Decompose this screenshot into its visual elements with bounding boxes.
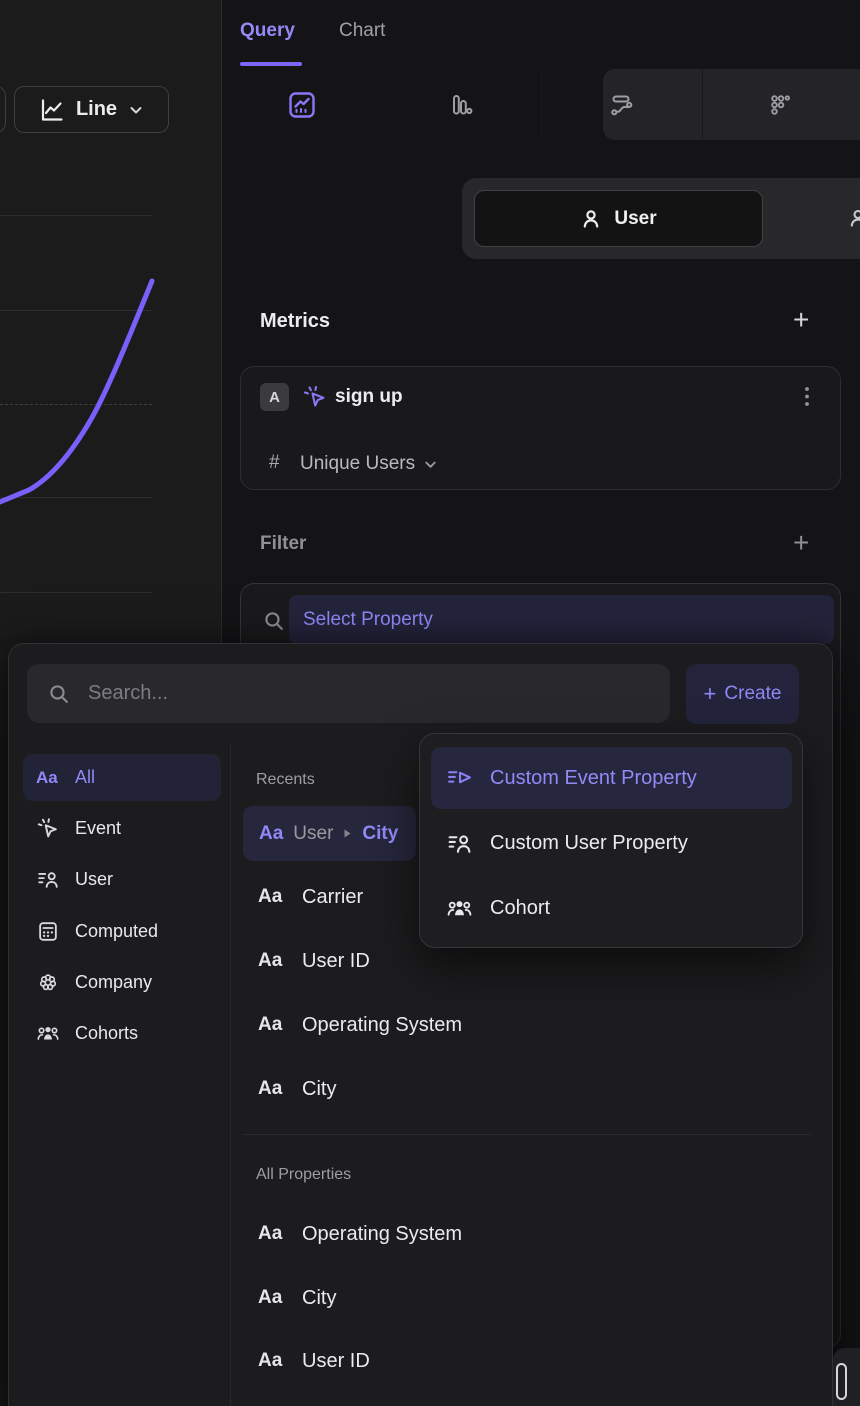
chart-type-label: Line: [75, 98, 118, 120]
tabstrip-separator: [702, 69, 703, 140]
property-item[interactable]: Aa Operating System: [258, 1222, 463, 1245]
people-icon: [848, 206, 860, 232]
kebab-menu-icon[interactable]: [803, 384, 811, 410]
property-item[interactable]: Aa User ID: [258, 1349, 370, 1372]
recent-item-selected[interactable]: Aa User City: [243, 806, 416, 861]
metric-event-name: sign up: [335, 386, 403, 407]
company-cluster-icon: [36, 970, 60, 995]
chart-gridline: [0, 497, 152, 498]
custom-user-property-icon: [446, 830, 473, 857]
text-type-glyph: Aa: [258, 886, 283, 907]
custom-event-property-icon: [446, 765, 473, 792]
property-item[interactable]: Aa City: [258, 1286, 337, 1309]
chart-gridline: [0, 592, 152, 593]
chart-gridline: [0, 310, 152, 311]
picker-search[interactable]: [27, 664, 670, 723]
insights-icon: [287, 90, 317, 120]
tab-funnels[interactable]: [381, 69, 541, 140]
text-type-glyph: Aa: [36, 767, 58, 787]
tab-chart[interactable]: Chart: [339, 20, 386, 41]
recent-item[interactable]: Aa Operating System: [258, 1013, 463, 1036]
category-event[interactable]: User Event: [23, 805, 221, 852]
text-type-glyph: Aa: [258, 950, 283, 971]
line-series: [0, 278, 155, 505]
cohorts-icon: [36, 1021, 60, 1046]
person-icon: [580, 208, 602, 230]
chevron-down-icon: [128, 102, 144, 118]
create-button[interactable]: + Create: [686, 664, 799, 724]
breadcrumb-arrow-icon: [343, 828, 352, 839]
select-property-input[interactable]: Select Property: [289, 595, 834, 644]
all-properties-title: All Properties: [256, 1166, 352, 1183]
entity-user-label: User: [614, 207, 657, 229]
entity-option-company[interactable]: Company: [763, 190, 860, 247]
search-icon: [47, 682, 70, 705]
create-cohort[interactable]: Cohort: [431, 877, 792, 939]
flows-icon: [608, 92, 634, 118]
chart-type-button[interactable]: Line: [14, 86, 169, 133]
cohort-icon: [446, 895, 473, 922]
entity-toggle: User Company: [462, 178, 860, 259]
search-input[interactable]: [86, 681, 670, 706]
metric-card[interactable]: A sign up # Unique Users: [240, 366, 841, 490]
aggregation-symbol: #: [269, 452, 280, 473]
event-spark-icon: [302, 384, 328, 410]
recent-item[interactable]: Aa Carrier: [258, 885, 364, 908]
plus-icon: +: [703, 681, 717, 706]
category-computed[interactable]: Computed: [23, 908, 221, 955]
series-letter-badge: A: [260, 383, 289, 411]
line-chart-icon: [39, 97, 65, 123]
category-all[interactable]: Aa All: [23, 754, 221, 801]
recent-item[interactable]: Aa User ID: [258, 949, 370, 972]
chevron-down-icon: [423, 457, 438, 472]
metrics-title: Metrics: [260, 310, 331, 332]
tab-retention[interactable]: [702, 69, 860, 140]
category-cohorts[interactable]: Cohorts: [23, 1010, 221, 1057]
text-type-glyph: Aa: [258, 1287, 283, 1308]
retention-icon: [768, 92, 794, 118]
text-type-glyph: Aa: [258, 1350, 283, 1371]
search-icon: [262, 609, 285, 632]
tabstrip-separator: [541, 69, 542, 140]
chart-gridline: [0, 215, 152, 216]
create-menu: Custom Event Property Custom User Proper…: [419, 733, 803, 948]
category-company[interactable]: Company: [23, 959, 221, 1006]
tab-flows[interactable]: [541, 69, 701, 140]
chart-gridline-dashed: [0, 404, 152, 406]
text-type-glyph: Aa: [259, 822, 284, 844]
active-tab-underline: [240, 62, 302, 66]
create-custom-user-property[interactable]: Custom User Property: [431, 812, 792, 874]
text-type-glyph: Aa: [258, 1223, 283, 1244]
add-filter-button[interactable]: +: [793, 527, 810, 558]
partial-key-hint: [836, 1363, 847, 1400]
picker-divider: [230, 744, 231, 1406]
computed-icon: [36, 919, 60, 944]
user-list-icon: [36, 867, 60, 892]
section-divider: [242, 1134, 811, 1135]
recent-item[interactable]: Aa City: [258, 1077, 337, 1100]
recents-title: Recents: [256, 771, 315, 788]
category-user[interactable]: User: [23, 856, 221, 903]
funnels-icon: [448, 92, 474, 118]
chart-type-tabstrip: [603, 69, 860, 140]
create-custom-event-property[interactable]: Custom Event Property: [431, 747, 792, 809]
partial-button-fragment: [0, 86, 6, 133]
text-type-glyph: Aa: [258, 1078, 283, 1099]
add-metric-button[interactable]: +: [793, 304, 810, 335]
aggregation-label[interactable]: Unique Users: [300, 453, 416, 474]
tab-insights[interactable]: [222, 69, 382, 140]
event-spark-icon: [36, 816, 60, 841]
entity-option-user[interactable]: User: [474, 190, 763, 247]
filter-title: Filter: [260, 533, 307, 554]
tab-query[interactable]: Query: [240, 20, 295, 41]
text-type-glyph: Aa: [258, 1014, 283, 1035]
